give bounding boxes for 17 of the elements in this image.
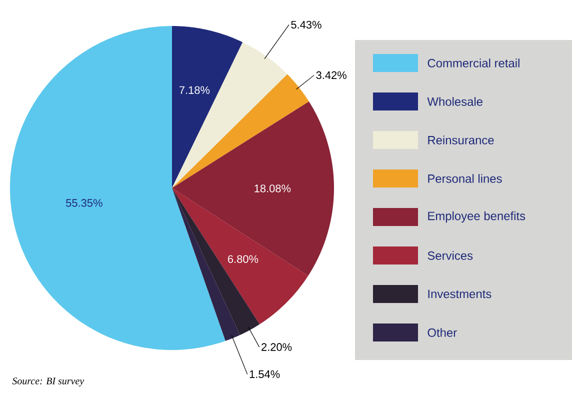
legend-label: Services (428, 251, 473, 260)
legend-label: Other (428, 328, 457, 337)
data-label: 6.80% (228, 255, 258, 263)
data-label: 7.18% (179, 86, 210, 94)
data-label: 3.42% (316, 71, 346, 80)
legend-label: Investments (428, 290, 492, 298)
data-label: 1.54% (250, 370, 280, 378)
legend-label: Personal lines (428, 174, 502, 183)
data-label: 55.35% (66, 199, 102, 207)
data-label: 5.43% (291, 20, 322, 29)
legend-label: Wholesale (427, 97, 482, 106)
legend-label: Commercial retail (428, 58, 520, 68)
data-label: 2.20% (262, 343, 292, 351)
text: Source: BI survey (12, 378, 84, 386)
legend-label: Employee benefits (428, 211, 526, 223)
legend-label: Reinsurance (428, 136, 494, 144)
data-label: 18.08% (254, 184, 291, 192)
